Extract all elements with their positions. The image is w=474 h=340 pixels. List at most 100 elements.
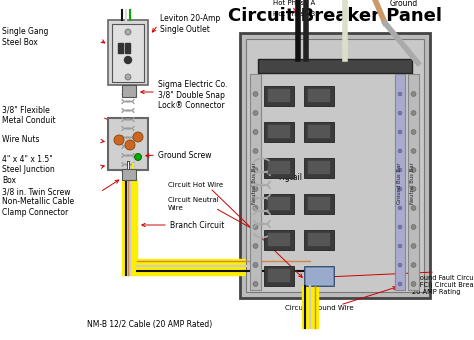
Text: Ground Fault Circuit Interrupt
(GFCI) Circuit Breaker
20 AMP Rating: Ground Fault Circuit Interrupt (GFCI) Ci… (412, 275, 474, 295)
Circle shape (398, 149, 402, 153)
Text: Circuit Hot Wire: Circuit Hot Wire (168, 182, 223, 188)
Text: 3/8" Flexible
Metal Conduit: 3/8" Flexible Metal Conduit (2, 105, 55, 125)
Bar (302, 286, 318, 328)
Circle shape (411, 205, 416, 210)
Bar (308, 197, 330, 210)
Text: Hot Phase A: Hot Phase A (273, 0, 315, 6)
Bar (304, 266, 334, 286)
Circle shape (411, 262, 416, 268)
Bar (122, 85, 136, 97)
Text: Single Gang
Steel Box: Single Gang Steel Box (2, 27, 48, 47)
Circle shape (398, 130, 402, 134)
Text: Ground: Ground (390, 0, 418, 7)
Circle shape (253, 187, 258, 191)
Circle shape (114, 135, 124, 145)
Bar (304, 122, 334, 142)
Circle shape (253, 130, 258, 135)
Bar (308, 233, 330, 246)
Text: Circuit Breaker Panel: Circuit Breaker Panel (228, 7, 442, 25)
Bar (264, 86, 294, 106)
Circle shape (133, 132, 143, 142)
Circle shape (398, 225, 402, 229)
Bar (108, 118, 148, 170)
Bar (308, 161, 330, 174)
Circle shape (398, 187, 402, 191)
Circle shape (253, 149, 258, 153)
Circle shape (398, 206, 402, 210)
Bar (308, 125, 330, 138)
Text: Neutral Bus Bar: Neutral Bus Bar (253, 162, 257, 204)
Circle shape (135, 153, 142, 160)
Bar (264, 266, 294, 286)
Bar (268, 125, 290, 138)
Circle shape (125, 140, 135, 150)
Text: Ground Screw: Ground Screw (158, 151, 211, 159)
Text: NM-B 12/2 Cable (20 AMP Rated): NM-B 12/2 Cable (20 AMP Rated) (87, 321, 213, 329)
Circle shape (411, 168, 416, 172)
Circle shape (125, 56, 131, 64)
Bar (122, 180, 137, 275)
Bar (240, 33, 430, 298)
Bar (108, 20, 148, 85)
Bar (304, 194, 334, 214)
Circle shape (253, 205, 258, 210)
Text: Wire Nuts: Wire Nuts (2, 136, 39, 144)
Circle shape (398, 111, 402, 115)
Bar (264, 194, 294, 214)
Text: Neutral: Neutral (352, 0, 381, 2)
Circle shape (411, 187, 416, 191)
Bar (306, 268, 332, 284)
Text: Ground Bus Bar: Ground Bus Bar (398, 162, 402, 204)
Text: Circuit Neutral
Wire: Circuit Neutral Wire (168, 198, 219, 210)
Circle shape (125, 74, 131, 80)
Bar (268, 89, 290, 102)
Text: Leviton 20-Amp
Single Outlet: Leviton 20-Amp Single Outlet (160, 14, 220, 34)
Text: Pigtail: Pigtail (278, 173, 302, 183)
Circle shape (398, 263, 402, 267)
Circle shape (253, 110, 258, 116)
Bar (395, 74, 405, 290)
Text: 4" x 4" x 1.5"
Steel Junction
Box: 4" x 4" x 1.5" Steel Junction Box (2, 155, 55, 185)
Bar (264, 122, 294, 142)
Bar (308, 89, 330, 102)
Text: Circuit Ground Wire: Circuit Ground Wire (285, 305, 354, 311)
Circle shape (411, 243, 416, 249)
Circle shape (411, 91, 416, 97)
Circle shape (411, 224, 416, 230)
Bar (304, 230, 334, 250)
Text: Branch Circuit: Branch Circuit (170, 221, 224, 230)
Circle shape (398, 282, 402, 286)
Circle shape (125, 29, 131, 35)
Circle shape (253, 243, 258, 249)
Bar (304, 86, 334, 106)
Bar (268, 161, 290, 174)
Circle shape (253, 91, 258, 97)
Circle shape (411, 130, 416, 135)
Bar (258, 59, 412, 73)
Text: Sigma Electric Co.
3/8" Double Snap
Lock® Connector: Sigma Electric Co. 3/8" Double Snap Lock… (158, 80, 228, 110)
Circle shape (398, 168, 402, 172)
Circle shape (253, 262, 258, 268)
Bar (118, 43, 123, 53)
Text: Neutral Bus Bar: Neutral Bus Bar (410, 162, 416, 204)
Circle shape (253, 282, 258, 287)
Bar (268, 269, 290, 282)
Text: 3/8 in. Twin Screw
Non-Metallic Cable
Clamp Connector: 3/8 in. Twin Screw Non-Metallic Cable Cl… (2, 187, 74, 217)
Bar (122, 169, 136, 180)
Circle shape (253, 224, 258, 230)
Bar (268, 233, 290, 246)
Circle shape (411, 110, 416, 116)
Circle shape (411, 282, 416, 287)
Bar (137, 259, 310, 275)
Circle shape (398, 92, 402, 96)
Bar (408, 74, 419, 290)
Bar (264, 158, 294, 178)
Bar (246, 39, 424, 292)
Circle shape (411, 149, 416, 153)
Text: Hot Phase B: Hot Phase B (273, 11, 315, 17)
Bar (250, 74, 261, 290)
Bar (264, 230, 294, 250)
Bar (112, 24, 144, 82)
Circle shape (253, 168, 258, 172)
Bar (268, 197, 290, 210)
